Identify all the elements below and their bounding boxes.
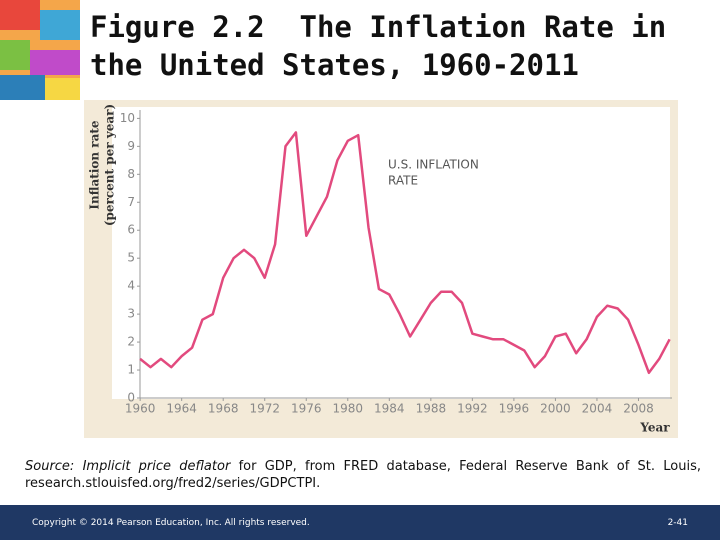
plot-area xyxy=(112,107,670,399)
y-tick-label: 9 xyxy=(127,139,135,153)
x-tick-label: 1996 xyxy=(499,402,530,416)
inflation-line xyxy=(139,131,671,375)
chart: Inflation rate (percent per year) Year U… xyxy=(0,0,678,438)
title-line: Figure 2.2 The Inflation Rate in xyxy=(90,10,667,44)
y-tick-label: 0 xyxy=(127,391,135,405)
y-tick-label: 4 xyxy=(127,279,135,293)
source-label: Source: xyxy=(25,459,75,474)
y-tick-label: 10 xyxy=(120,111,135,125)
x-tick-label: 2008 xyxy=(623,402,654,416)
x-tick-label: 1988 xyxy=(416,402,447,416)
y-tick-label: 1 xyxy=(127,363,135,377)
slide-title: Figure 2.2 The Inflation Rate in the Unit… xyxy=(90,8,666,84)
x-tick-label: 1980 xyxy=(333,402,364,416)
source-text: for GDP, from FRED database, Federal Res… xyxy=(25,459,701,491)
x-tick-label: 1972 xyxy=(249,402,280,416)
x-tick-label: 2000 xyxy=(540,402,571,416)
page-number: 2-41 xyxy=(667,518,688,528)
x-axis-label: Year xyxy=(639,421,670,435)
x-tick-label: 1992 xyxy=(457,402,488,416)
annotation: U.S. INFLATION xyxy=(388,158,479,172)
y-tick-label: 3 xyxy=(127,307,135,321)
x-tick-label: 2004 xyxy=(582,402,613,416)
copyright: Copyright © 2014 Pearson Education, Inc.… xyxy=(32,518,310,528)
source-note: Source: Implicit price deflator for GDP,… xyxy=(25,458,701,492)
x-tick-label: 1968 xyxy=(208,402,239,416)
decoration xyxy=(0,0,80,100)
x-tick-label: 1976 xyxy=(291,402,322,416)
y-axis-label: (percent per year) xyxy=(103,104,117,226)
x-tick-label: 1964 xyxy=(166,402,197,416)
title-line: the United States, 1960-2011 xyxy=(90,48,579,82)
y-tick-label: 8 xyxy=(127,167,135,181)
y-tick-label: 2 xyxy=(127,335,135,349)
x-tick-label: 1984 xyxy=(374,402,405,416)
footer: Copyright © 2014 Pearson Education, Inc.… xyxy=(0,505,720,540)
y-tick-label: 6 xyxy=(127,223,135,237)
x-tick-label: 1960 xyxy=(125,402,156,416)
y-tick-label: 7 xyxy=(127,195,135,209)
annotation: RATE xyxy=(388,174,418,188)
y-axis-label: Inflation rate xyxy=(88,120,102,209)
y-tick-label: 5 xyxy=(127,251,135,265)
source-series: Implicit price deflator xyxy=(82,459,231,474)
